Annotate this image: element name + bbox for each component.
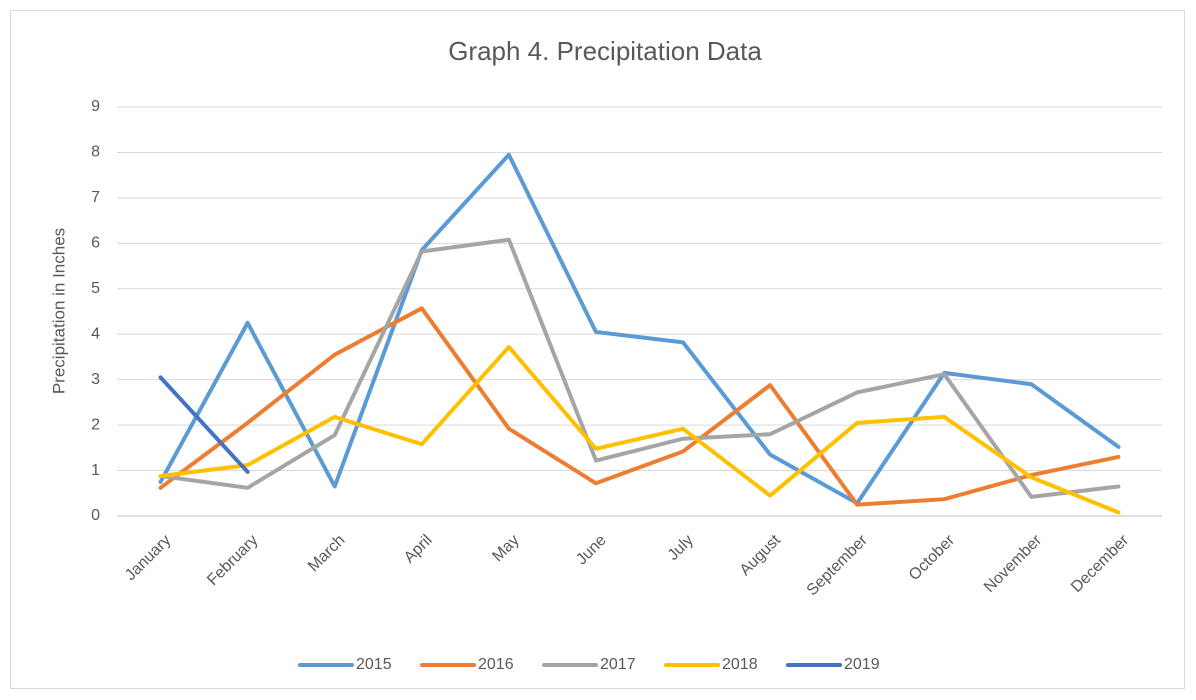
- chart-title: Graph 4. Precipitation Data: [448, 36, 762, 66]
- legend-label: 2019: [844, 656, 880, 673]
- series-line: [158, 237, 1121, 499]
- legend-label: 2016: [478, 656, 514, 673]
- y-tick-label: 5: [91, 280, 100, 297]
- y-tick-label: 4: [91, 325, 100, 342]
- legend-label: 2017: [600, 656, 636, 673]
- y-axis-label: Precipitation in Inches: [49, 228, 68, 394]
- series-line: [158, 306, 1121, 507]
- y-tick-label: 8: [91, 144, 100, 161]
- series-line: [158, 375, 250, 474]
- y-tick-label: 1: [91, 462, 100, 479]
- legend-label: 2015: [356, 656, 392, 673]
- legend-label: 2018: [722, 656, 758, 673]
- y-tick-label: 7: [91, 189, 100, 206]
- y-tick-label: 2: [91, 416, 100, 433]
- y-tick-label: 6: [91, 235, 100, 252]
- series-line: [158, 152, 1121, 506]
- series-line: [158, 344, 1121, 515]
- y-tick-label: 3: [91, 371, 100, 388]
- chart-border: [10, 10, 1185, 689]
- y-tick-label: 9: [91, 98, 100, 115]
- y-tick-label: 0: [91, 507, 100, 524]
